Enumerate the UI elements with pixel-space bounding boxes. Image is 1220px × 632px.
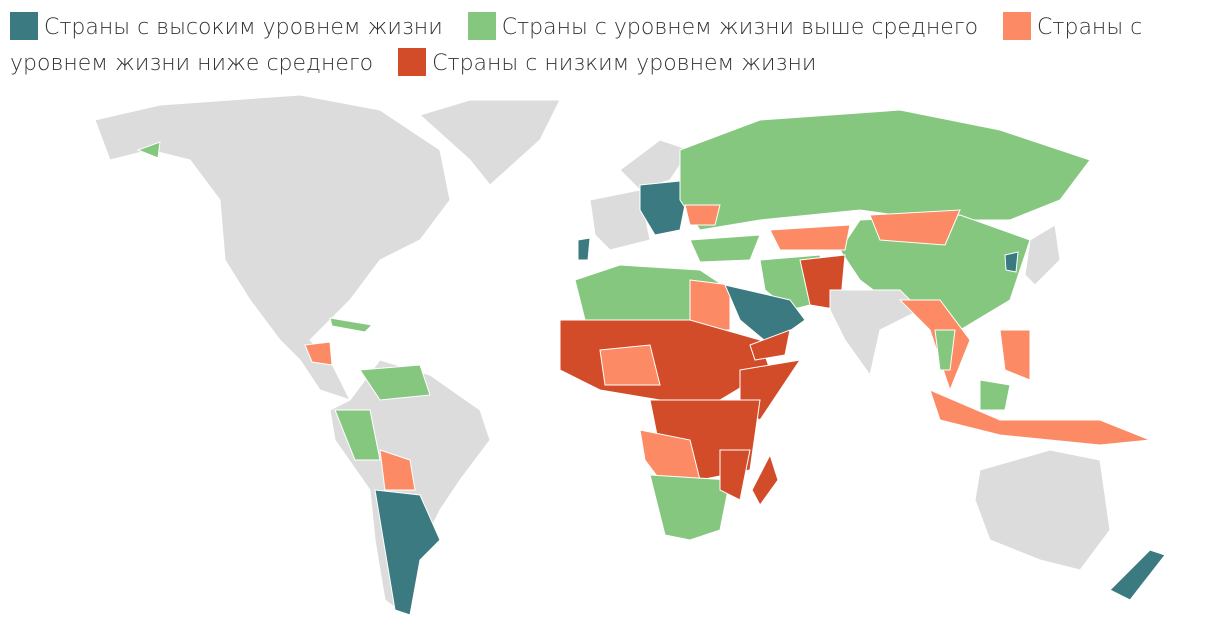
region — [749, 329, 791, 361]
legend-swatch — [467, 12, 496, 40]
region — [999, 329, 1031, 381]
region — [929, 389, 1151, 446]
region — [769, 224, 851, 251]
region — [94, 94, 451, 401]
region — [379, 449, 416, 491]
legend-label: Страны с уровнем жизни выше среднего — [501, 15, 979, 40]
legend-swatch — [1003, 12, 1032, 40]
world-map — [94, 94, 1166, 616]
region — [329, 317, 374, 333]
region — [334, 409, 381, 461]
region — [419, 99, 561, 186]
legend-label: Страны с низким уровнем жизни — [432, 51, 817, 76]
legend-item: Страны с уровнем жизни ниже среднего — [10, 12, 1143, 76]
region — [869, 209, 961, 246]
region — [679, 109, 1091, 231]
legend-label: Страны с высоким уровнем жизни — [44, 15, 443, 40]
region — [898, 299, 971, 392]
region — [1004, 251, 1019, 273]
region — [359, 364, 431, 401]
legend: Страны с высоким уровнем жизни Страны с … — [10, 10, 1210, 82]
region — [829, 289, 921, 377]
legend-item: Страны с низким уровнем жизни — [398, 48, 817, 76]
region — [934, 329, 956, 371]
region — [1109, 549, 1166, 601]
region — [1024, 224, 1061, 286]
region — [684, 204, 721, 226]
region — [589, 189, 651, 251]
legend-item: Страны с высоким уровнем жизни — [10, 12, 443, 40]
legend-swatch — [398, 48, 427, 76]
region — [751, 453, 779, 506]
region — [577, 237, 591, 261]
region — [136, 141, 161, 159]
region — [719, 449, 751, 501]
region — [374, 489, 441, 616]
region — [559, 319, 771, 401]
legend-label: Страны с уровнем жизни ниже среднего — [10, 15, 1143, 76]
region — [599, 344, 661, 386]
region — [304, 341, 333, 366]
region — [974, 449, 1111, 571]
legend-swatch — [10, 12, 38, 40]
region — [649, 474, 731, 541]
region — [689, 279, 731, 331]
legend-item: Страны с уровнем жизни выше среднего — [467, 12, 979, 40]
region — [979, 379, 1011, 411]
region — [689, 234, 761, 263]
